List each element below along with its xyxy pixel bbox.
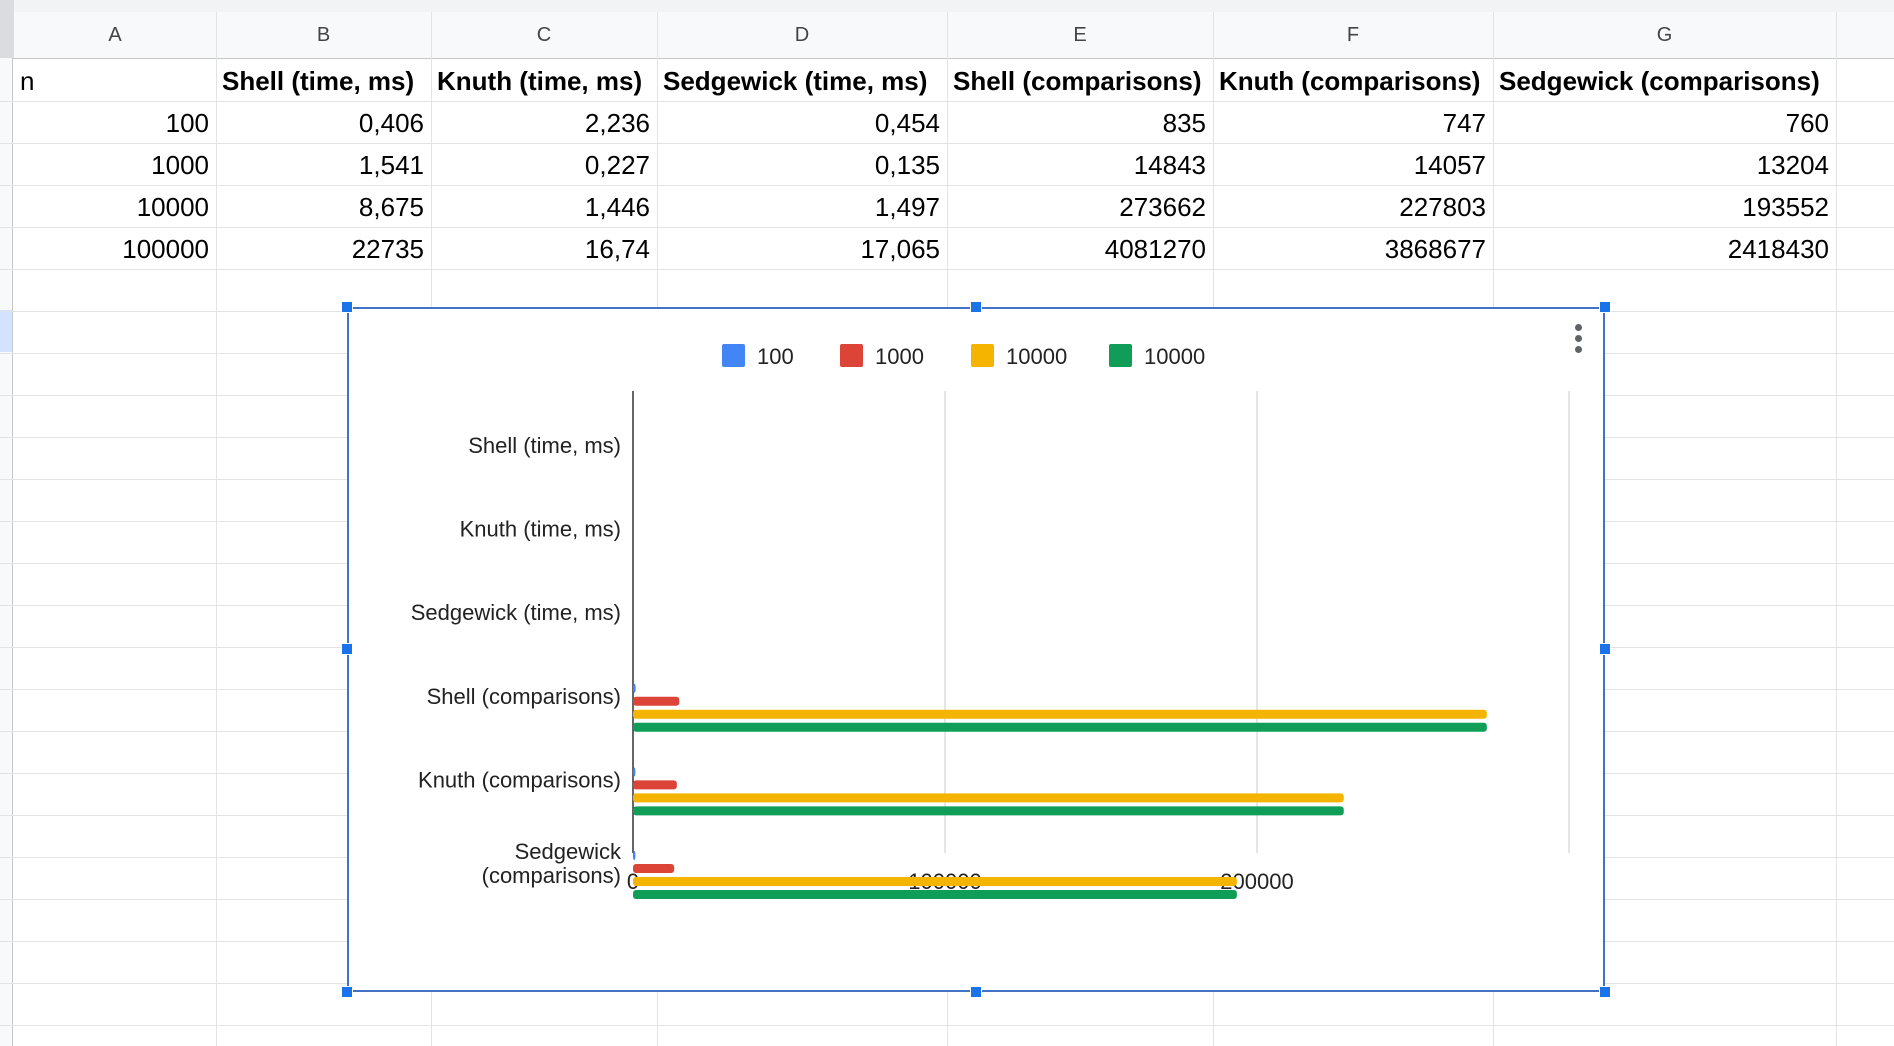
table-cell[interactable]: 3868677: [1384, 234, 1486, 264]
table-cell[interactable]: 22735: [351, 234, 424, 264]
bar: [633, 793, 1344, 803]
table-cell[interactable]: 100000: [122, 234, 209, 264]
legend-swatch: [840, 344, 863, 367]
table-cell[interactable]: 1,541: [358, 150, 424, 180]
bar: [633, 806, 1344, 816]
table-cell[interactable]: 4081270: [1104, 234, 1206, 264]
table-cell[interactable]: 227803: [1399, 192, 1486, 222]
row-divider: [0, 185, 1894, 186]
column-header-g[interactable]: G: [1656, 24, 1673, 46]
table-cell[interactable]: 0,227: [584, 150, 650, 180]
cell-header-knuth-comparisons[interactable]: Knuth (comparisons): [1219, 66, 1481, 96]
legend-label: 100: [757, 344, 794, 369]
y-category-label: Sedgewick: [515, 839, 622, 864]
chart-menu-icon[interactable]: [1575, 324, 1582, 331]
legend-label: 10000: [1006, 344, 1067, 369]
y-category-label: (comparisons): [482, 863, 621, 888]
table-cell[interactable]: 835: [1162, 108, 1206, 138]
y-category-label: Knuth (time, ms): [460, 517, 621, 542]
y-category-label: Shell (comparisons): [427, 684, 621, 709]
select-all-corner[interactable]: [0, 0, 14, 58]
table-cell[interactable]: 193552: [1742, 192, 1829, 222]
cell-header-sedgewick-time[interactable]: Sedgewick (time, ms): [663, 66, 928, 96]
column-header-d[interactable]: D: [794, 24, 810, 46]
resize-handle-top[interactable]: [970, 301, 982, 313]
row-divider: [0, 101, 1894, 102]
bar: [633, 780, 677, 790]
bar: [633, 722, 1487, 732]
table-cell[interactable]: 14843: [1133, 150, 1206, 180]
bar-chart: 010000020000010010001000010000Shell (tim…: [411, 344, 1570, 899]
cell-header-shell-comparisons[interactable]: Shell (comparisons): [953, 66, 1202, 96]
table-cell[interactable]: 1,497: [874, 192, 940, 222]
chart-menu-icon[interactable]: [1575, 346, 1582, 353]
table-cell[interactable]: 760: [1785, 108, 1829, 138]
row-divider: [0, 143, 1894, 144]
y-category-label: Shell (time, ms): [468, 433, 621, 458]
column-header-f[interactable]: F: [1346, 24, 1360, 46]
legend-swatch: [722, 344, 745, 367]
chart-menu-icon[interactable]: [1575, 335, 1582, 342]
row-divider: [0, 227, 1894, 228]
resize-handle-left[interactable]: [341, 643, 353, 655]
resize-handle-top-right[interactable]: [1599, 301, 1611, 313]
resize-handle-top-left[interactable]: [341, 301, 353, 313]
bar: [633, 767, 636, 777]
bar: [633, 851, 636, 860]
column-header-b[interactable]: B: [316, 24, 331, 46]
legend-label: 10000: [1144, 344, 1205, 369]
table-cell[interactable]: 13204: [1756, 150, 1829, 180]
bar: [633, 890, 1237, 899]
table-cell[interactable]: 747: [1442, 108, 1486, 138]
column-header-e[interactable]: E: [1073, 24, 1087, 46]
table-cell[interactable]: 0,454: [874, 108, 940, 138]
table-cell[interactable]: 2418430: [1727, 234, 1829, 264]
row-divider: [0, 269, 1894, 270]
column-divider: [1836, 12, 1837, 1046]
resize-handle-bottom-left[interactable]: [341, 986, 353, 998]
table-cell[interactable]: 273662: [1119, 192, 1206, 222]
resize-handle-bottom[interactable]: [970, 986, 982, 998]
table-cell[interactable]: 1,446: [584, 192, 650, 222]
legend-label: 1000: [875, 344, 924, 369]
cell-header-n[interactable]: n: [20, 66, 35, 96]
row-divider: [0, 1025, 1894, 1026]
column-divider: [216, 12, 217, 1046]
legend-swatch: [1109, 344, 1132, 367]
bar: [633, 877, 1237, 886]
bar: [633, 683, 636, 693]
table-cell[interactable]: 17,065: [860, 234, 940, 264]
y-category-label: Sedgewick (time, ms): [411, 600, 621, 625]
row-header-bar: [0, 58, 13, 1046]
table-cell[interactable]: 14057: [1413, 150, 1486, 180]
cell-header-shell-time[interactable]: Shell (time, ms): [222, 66, 415, 96]
resize-handle-right[interactable]: [1599, 643, 1611, 655]
table-cell[interactable]: 0,406: [358, 108, 424, 138]
embedded-chart[interactable]: 010000020000010010001000010000Shell (tim…: [347, 307, 1605, 992]
bar: [633, 709, 1487, 719]
bar: [633, 864, 675, 873]
table-cell[interactable]: 100: [165, 108, 209, 138]
column-header-a[interactable]: A: [108, 24, 122, 46]
y-category-label: Knuth (comparisons): [418, 767, 621, 792]
cell-header-knuth-time[interactable]: Knuth (time, ms): [437, 66, 643, 96]
resize-handle-bottom-right[interactable]: [1599, 986, 1611, 998]
selected-row-indicator: [0, 310, 12, 352]
table-cell[interactable]: 16,74: [584, 234, 650, 264]
table-cell[interactable]: 0,135: [874, 150, 940, 180]
bar: [633, 696, 680, 706]
table-cell[interactable]: 10000: [136, 192, 209, 222]
legend-swatch: [971, 344, 994, 367]
table-cell[interactable]: 8,675: [358, 192, 424, 222]
table-cell[interactable]: 1000: [151, 150, 209, 180]
column-header-c[interactable]: C: [536, 24, 552, 46]
cell-header-sedgewick-comparisons[interactable]: Sedgewick (comparisons): [1499, 66, 1820, 96]
table-cell[interactable]: 2,236: [584, 108, 650, 138]
